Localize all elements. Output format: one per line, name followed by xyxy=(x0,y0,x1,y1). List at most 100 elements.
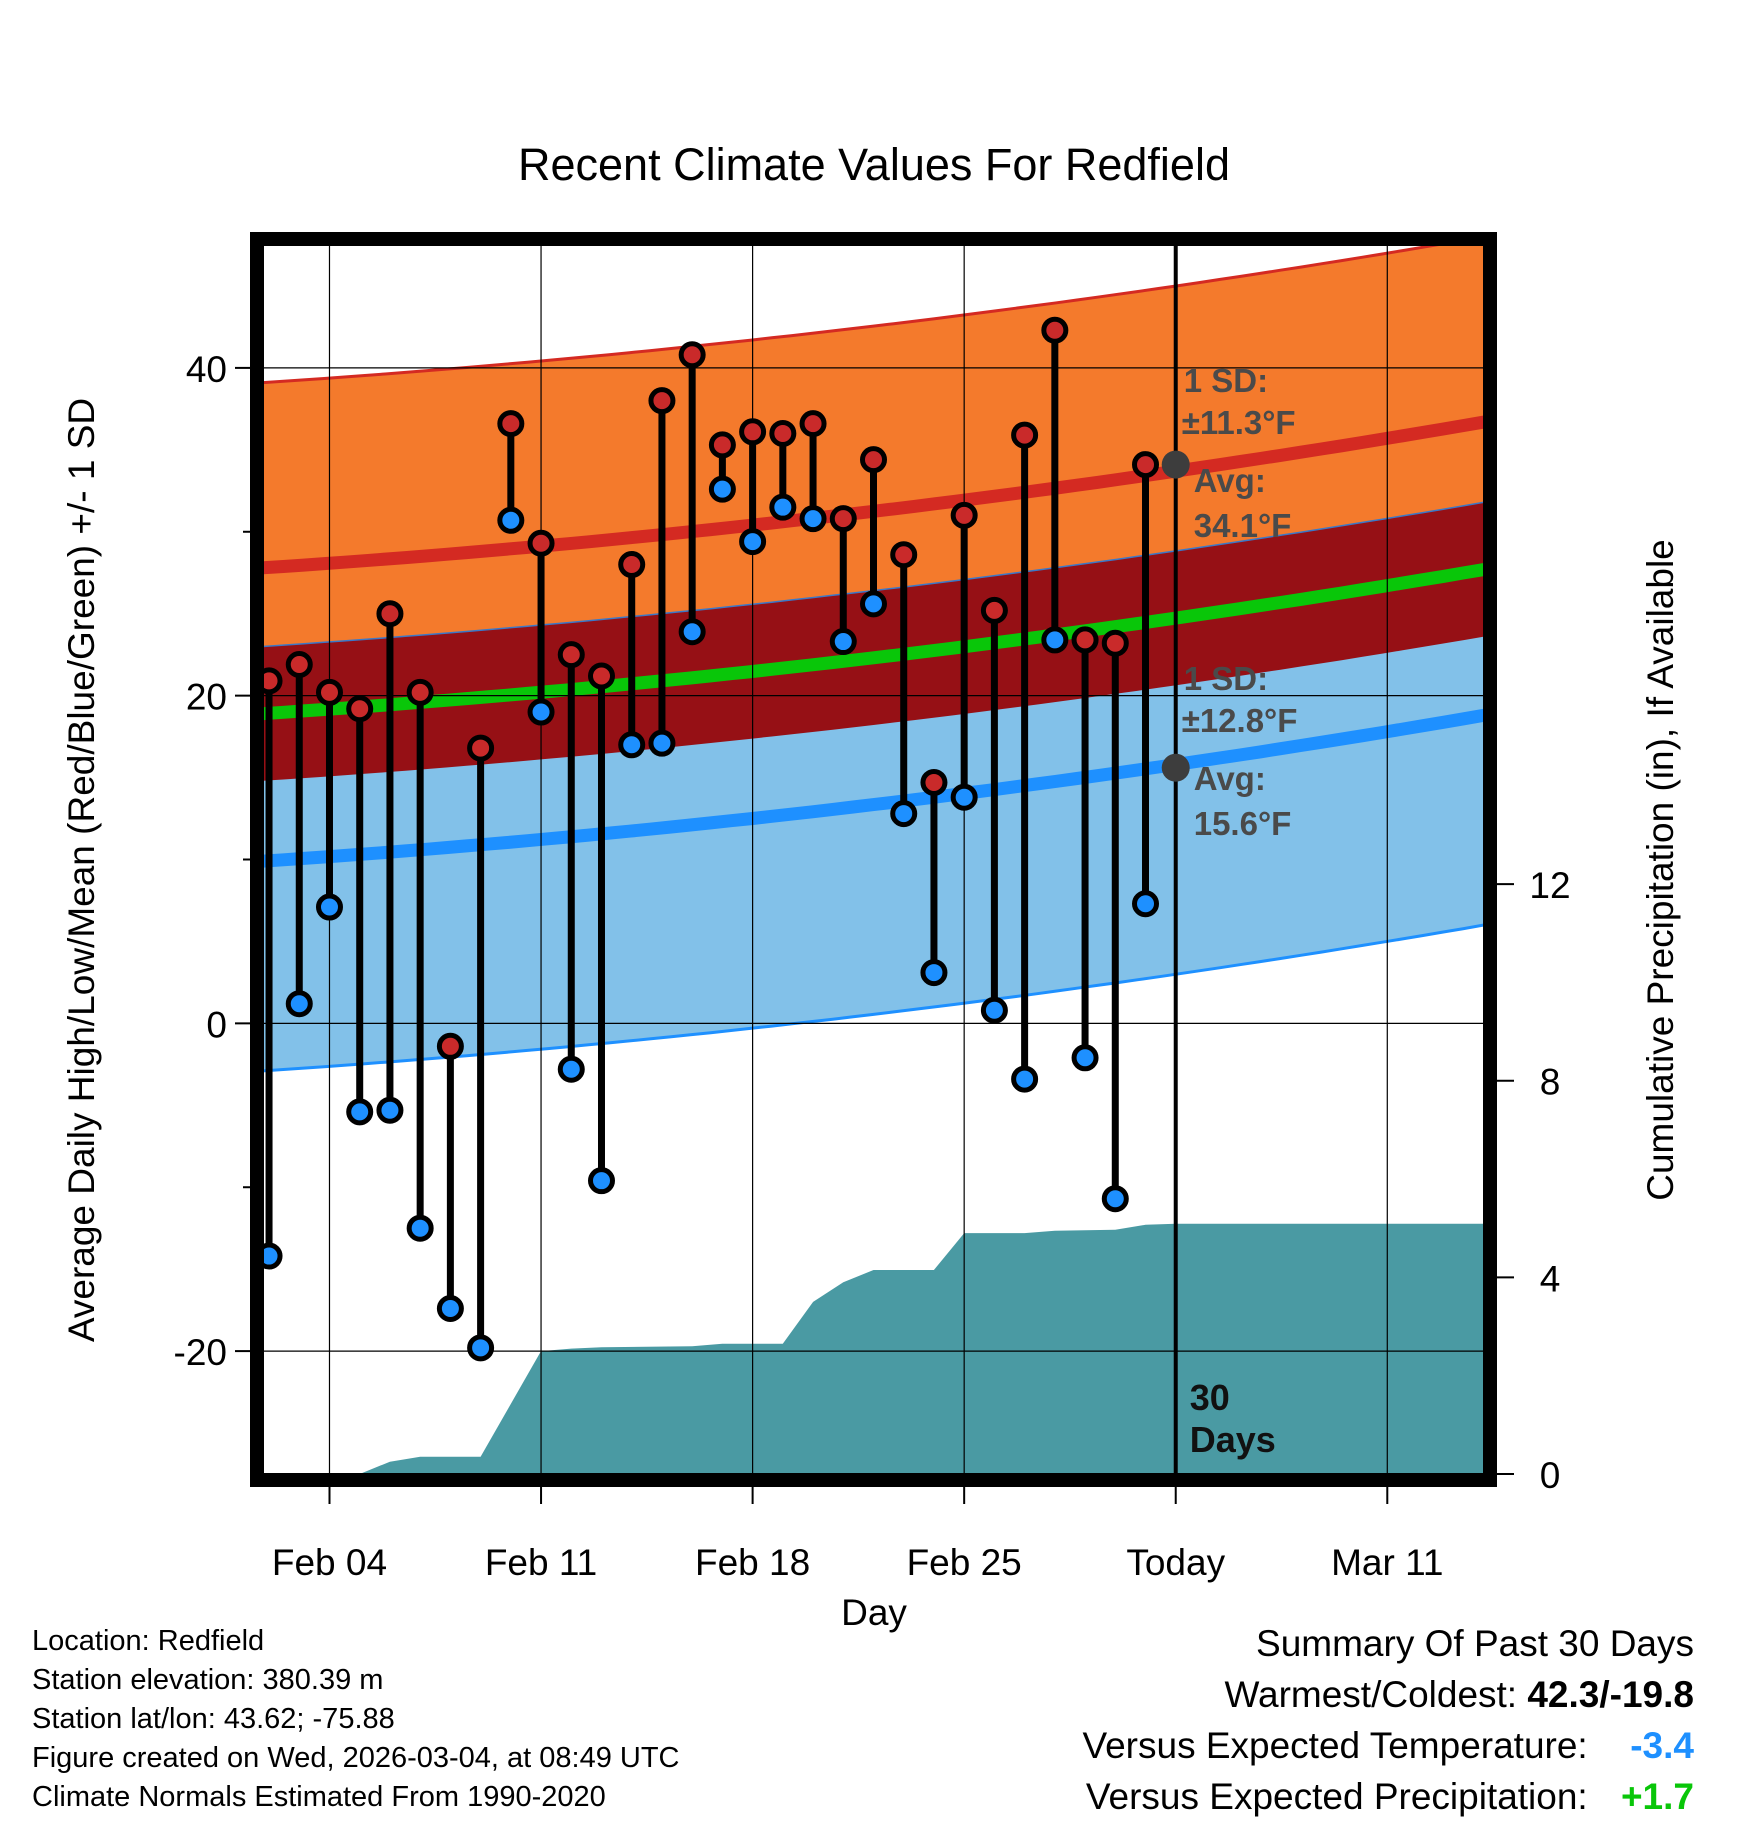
daily-low-point xyxy=(860,590,887,618)
high-annotation-sd-label: 1 SD: xyxy=(1184,362,1268,399)
daily-low-point xyxy=(920,959,948,987)
daily-low-point xyxy=(678,618,706,646)
station-latlon: Station lat/lon: 43.62; -75.88 xyxy=(32,1703,395,1735)
precip-area xyxy=(263,1223,1484,1474)
avg-low-marker xyxy=(1161,753,1190,782)
daily-high-point xyxy=(829,505,857,533)
x-tick-label: Feb 11 xyxy=(485,1542,597,1583)
daily-high-point xyxy=(263,667,283,695)
daily-high-point xyxy=(678,341,706,369)
normal-low-line xyxy=(263,708,1484,868)
station-location: Location: Redfield xyxy=(32,1625,265,1657)
daily-low-point xyxy=(527,698,555,726)
daily-low-point xyxy=(376,1096,404,1124)
y-tick-label: 20 xyxy=(186,677,227,718)
low-annotation-sd-label: 1 SD: xyxy=(1184,660,1268,697)
daily-high-point xyxy=(1132,451,1160,479)
daily-high-point xyxy=(799,410,827,438)
daily-high-point xyxy=(557,641,585,669)
plot-area: 1 SD: ±11.3°F Avg: 34.1°F 1 SD: ±12.8°F Avg: 15… xyxy=(174,232,1571,1583)
daily-high-point xyxy=(527,529,555,557)
summary-warm-cold: Warmest/Coldest: 42.3/-19.8 xyxy=(1082,1669,1694,1720)
daily-high-point xyxy=(708,431,736,459)
daily-high-point xyxy=(315,678,343,706)
high-annotation-avg-label: Avg: xyxy=(1194,462,1266,499)
daily-high-point xyxy=(890,541,918,569)
precip-label: Versus Expected Precipitation: xyxy=(1085,1776,1588,1817)
daily-high-point xyxy=(980,596,1008,624)
high-annotation-avg-value: 34.1°F xyxy=(1194,507,1292,544)
daily-high-point xyxy=(920,768,948,796)
daily-low-point xyxy=(557,1055,585,1083)
daily-low-point xyxy=(739,528,767,556)
y2-tick-label: 0 xyxy=(1540,1455,1561,1496)
chart-title: Recent Climate Values For Redfield xyxy=(518,139,1230,190)
daily-low-point xyxy=(829,628,857,656)
daily-low-point xyxy=(346,1098,374,1126)
daily-low-point xyxy=(467,1334,495,1362)
y-tick-label: 0 xyxy=(206,1004,227,1045)
y-tick-label: 40 xyxy=(186,349,227,390)
daily-high-point xyxy=(950,501,978,529)
today-days-number: 30 xyxy=(1190,1377,1230,1418)
daily-high-point xyxy=(497,410,525,438)
daily-low-point xyxy=(263,1242,283,1270)
daily-low-point xyxy=(1101,1185,1129,1213)
station-elevation: Station elevation: 380.39 m xyxy=(32,1664,384,1696)
precip-value: +1.7 xyxy=(1620,1776,1694,1817)
daily-high-point xyxy=(860,446,887,474)
daily-high-point xyxy=(618,551,646,579)
low-annotation-avg-value: 15.6°F xyxy=(1194,805,1292,842)
summary-panel: Summary Of Past 30 Days Warmest/Coldest:… xyxy=(1082,1618,1694,1822)
y-axis-label: Average Daily High/Low/Mean (Red/Blue/Gr… xyxy=(61,398,102,1342)
daily-high-point xyxy=(376,600,404,628)
daily-low-point xyxy=(1132,890,1160,918)
x-tick-label: Feb 04 xyxy=(272,1542,387,1583)
daily-low-point xyxy=(436,1294,464,1322)
summary-title: Summary Of Past 30 Days xyxy=(1256,1623,1694,1664)
today-days-label: Days xyxy=(1190,1419,1276,1460)
daily-high-point xyxy=(587,662,615,690)
x-tick-label: Today xyxy=(1126,1542,1225,1583)
daily-high-point xyxy=(346,695,374,723)
normal-mean-line xyxy=(263,563,1484,721)
daily-low-point xyxy=(497,506,525,534)
temp-label: Versus Expected Temperature: xyxy=(1082,1725,1588,1766)
daily-low-point xyxy=(980,996,1008,1024)
daily-low-point xyxy=(799,505,827,533)
daily-high-point xyxy=(467,734,495,762)
daily-low-point xyxy=(1071,1044,1099,1072)
warm-cold-label: Warmest/Coldest: xyxy=(1224,1674,1528,1715)
figure-created: Figure created on Wed, 2026-03-04, at 08… xyxy=(32,1742,680,1774)
summary-temp: Versus Expected Temperature: -3.4 xyxy=(1082,1720,1694,1771)
daily-high-point xyxy=(1041,316,1069,344)
summary-precip: Versus Expected Precipitation: +1.7 xyxy=(1082,1771,1694,1822)
y-tick-label: -20 xyxy=(174,1332,227,1373)
daily-high-point xyxy=(1071,626,1099,654)
daily-low-point xyxy=(648,729,676,757)
x-axis-label: Day xyxy=(841,1592,907,1633)
plot-frame xyxy=(250,232,1497,1487)
y2-tick-label: 8 xyxy=(1540,1062,1561,1103)
low-annotation-sd-value: ±12.8°F xyxy=(1182,702,1298,739)
high-annotation-sd-value: ±11.3°F xyxy=(1182,404,1296,441)
daily-high-point xyxy=(436,1032,464,1060)
daily-low-point xyxy=(1011,1065,1039,1093)
climate-normals-period: Climate Normals Estimated From 1990-2020 xyxy=(32,1781,606,1813)
daily-low-point xyxy=(285,990,313,1018)
station-info: Location: Redfield Station elevation: 38… xyxy=(32,1622,680,1817)
daily-low-point xyxy=(315,893,343,921)
low-annotation-avg-label: Avg: xyxy=(1194,760,1266,797)
daily-low-point xyxy=(618,731,646,759)
x-tick-label: Feb 25 xyxy=(907,1542,1022,1583)
daily-high-point xyxy=(769,419,797,447)
daily-high-point xyxy=(648,387,676,415)
x-tick-label: Mar 11 xyxy=(1331,1542,1443,1583)
x-tick-label: Feb 18 xyxy=(695,1542,810,1583)
avg-high-marker xyxy=(1161,450,1190,479)
daily-high-point xyxy=(739,418,767,446)
daily-low-point xyxy=(708,475,736,503)
daily-high-point xyxy=(1011,421,1039,449)
y2-tick-label: 12 xyxy=(1529,865,1570,906)
daily-high-point xyxy=(406,678,434,706)
